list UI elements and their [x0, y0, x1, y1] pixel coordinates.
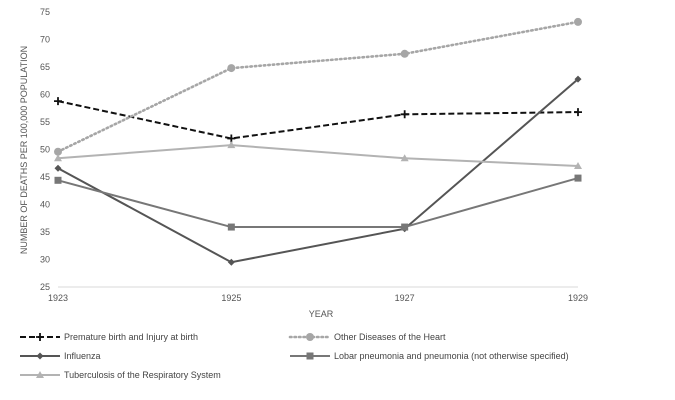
legend-item: Influenza [20, 351, 101, 361]
legend: Premature birth and Injury at birth Other… [20, 332, 569, 380]
data-point [54, 147, 62, 156]
y-tick-label: 65 [40, 62, 50, 72]
y-tick-label: 70 [40, 35, 50, 45]
data-point [574, 162, 582, 169]
y-tick-label: 45 [40, 172, 50, 182]
y-tick-label: 25 [40, 282, 50, 292]
legend-swatch-marker [306, 352, 314, 360]
legend-label: Influenza [64, 351, 101, 361]
data-point [574, 108, 582, 117]
series-4 [54, 174, 582, 231]
legend-label: Lobar pneumonia and pneumonia (not other… [334, 351, 569, 361]
y-axis-ticks: 25 30 35 40 45 50 55 60 65 70 75 [40, 7, 50, 292]
data-point [574, 174, 582, 182]
series-layer [54, 17, 582, 266]
legend-swatch-marker [36, 371, 44, 378]
legend-swatch-marker [36, 333, 44, 341]
y-tick-label: 50 [40, 145, 50, 155]
y-tick-label: 55 [40, 117, 50, 127]
series-line [57, 177, 579, 229]
data-point [54, 176, 62, 184]
legend-label: Other Diseases of the Heart [334, 332, 446, 342]
data-point [227, 64, 236, 73]
y-axis-title: NUMBER OF DEATHS PER 100,000 POPULATION [19, 46, 29, 254]
legend-item: Lobar pneumonia and pneumonia (not other… [290, 351, 569, 361]
legend-label: Tuberculosis of the Respiratory System [64, 370, 221, 380]
data-point [54, 97, 62, 106]
data-point [227, 258, 235, 266]
data-point [400, 110, 409, 119]
x-tick-label: 1929 [568, 293, 588, 303]
x-tick-label: 1925 [221, 293, 241, 303]
data-point [401, 223, 409, 231]
data-point [227, 141, 236, 149]
x-axis-title: YEAR [309, 309, 334, 319]
data-point [54, 164, 62, 172]
legend-item: Other Diseases of the Heart [288, 332, 446, 342]
y-tick-label: 75 [40, 7, 50, 17]
data-point [574, 75, 582, 83]
series-5 [54, 141, 582, 169]
data-point [227, 223, 235, 231]
series-line [56, 20, 580, 153]
data-point [400, 154, 409, 162]
series-line [57, 78, 579, 264]
legend-label: Premature birth and Injury at birth [64, 332, 198, 342]
legend-swatch-marker [36, 352, 44, 360]
series-line [57, 144, 579, 167]
legend-item: Premature birth and Injury at birth [20, 332, 198, 342]
data-point [54, 154, 62, 162]
x-axis-ticks: 1923 1925 1927 1929 [48, 293, 588, 303]
series-1 [54, 97, 582, 143]
y-tick-label: 30 [40, 255, 50, 265]
legend-item: Tuberculosis of the Respiratory System [20, 370, 221, 380]
x-tick-label: 1927 [395, 293, 415, 303]
x-tick-label: 1923 [48, 293, 68, 303]
data-point [400, 49, 409, 58]
y-tick-label: 40 [40, 200, 50, 210]
y-tick-label: 60 [40, 90, 50, 100]
legend-swatch-marker [306, 333, 314, 341]
data-point [574, 17, 582, 26]
series-line [57, 100, 579, 140]
series-3 [54, 75, 582, 266]
y-tick-label: 35 [40, 227, 50, 237]
series-2 [54, 17, 582, 156]
